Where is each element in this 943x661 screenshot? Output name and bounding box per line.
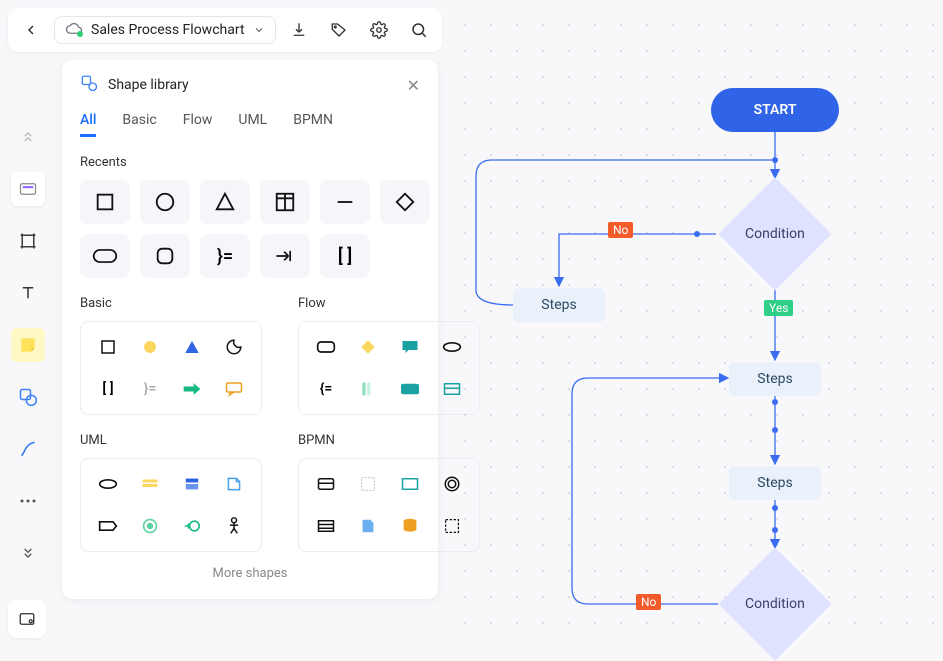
bpmn-data-store[interactable] xyxy=(393,511,427,541)
uml-join[interactable] xyxy=(175,511,209,541)
basic-predefined[interactable]: }= xyxy=(133,374,167,404)
basic-crescent[interactable] xyxy=(217,332,251,362)
flow-document[interactable] xyxy=(351,374,385,404)
basic-brackets[interactable]: [ ] xyxy=(91,374,125,404)
back-button[interactable] xyxy=(14,13,48,47)
shape-library-title: Shape library xyxy=(108,77,189,93)
collapse-up-icon[interactable] xyxy=(11,120,45,154)
basic-arrow-filled[interactable] xyxy=(175,374,209,404)
cloud-sync-icon xyxy=(65,21,83,39)
node-start-label: START xyxy=(754,102,797,118)
edge-label-yes: Yes xyxy=(764,300,793,316)
node-condition-1-label: Condition xyxy=(745,226,805,242)
shape-arrow[interactable] xyxy=(260,234,310,278)
node-steps-1[interactable]: Steps xyxy=(729,362,821,396)
tab-flow[interactable]: Flow xyxy=(183,112,213,137)
settings-button[interactable] xyxy=(362,13,396,47)
shape-diamond[interactable] xyxy=(380,180,430,224)
chevron-down-icon xyxy=(253,24,265,36)
left-toolbar xyxy=(8,120,48,570)
uml-port[interactable] xyxy=(133,511,167,541)
download-button[interactable] xyxy=(282,13,316,47)
flow-data[interactable] xyxy=(393,374,427,404)
edge-label-no-2: No xyxy=(636,594,661,610)
shape-tabs: All Basic Flow UML BPMN xyxy=(80,112,420,137)
close-panel-button[interactable]: ✕ xyxy=(407,76,420,95)
basic-square[interactable] xyxy=(91,332,125,362)
flow-process[interactable] xyxy=(309,332,343,362)
recents-grid: }= [ ] xyxy=(80,180,420,278)
uml-usecase[interactable] xyxy=(91,469,125,499)
basic-circle-filled[interactable] xyxy=(133,332,167,362)
document-title-text: Sales Process Flowchart xyxy=(91,22,245,38)
tag-button[interactable] xyxy=(322,13,356,47)
bpmn-task[interactable] xyxy=(309,469,343,499)
shape-library-panel: Shape library ✕ All Basic Flow UML BPMN … xyxy=(62,60,438,599)
uml-class[interactable] xyxy=(175,469,209,499)
basic-callout[interactable] xyxy=(217,374,251,404)
more-shapes-link[interactable]: More shapes xyxy=(80,566,420,581)
node-start[interactable]: START xyxy=(711,88,839,132)
shape-stadium[interactable] xyxy=(80,234,130,278)
sticky-note-tool[interactable] xyxy=(11,328,45,362)
connector-tool[interactable] xyxy=(11,432,45,466)
document-title-dropdown[interactable]: Sales Process Flowchart xyxy=(54,16,276,44)
shape-library-icon xyxy=(80,74,98,96)
uml-send[interactable] xyxy=(91,511,125,541)
bpmn-lane[interactable] xyxy=(309,511,343,541)
shape-triangle[interactable] xyxy=(200,180,250,224)
node-steps-left[interactable]: Steps xyxy=(513,288,605,322)
uml-grid xyxy=(80,458,262,552)
bpmn-pool[interactable] xyxy=(393,469,427,499)
basic-grid: [ ] }= xyxy=(80,321,262,415)
flowchart-canvas[interactable]: START Condition Steps Steps Steps Condit… xyxy=(440,0,943,646)
frame-tool[interactable] xyxy=(11,224,45,258)
flow-bracket-left[interactable]: {= xyxy=(309,374,343,404)
search-button[interactable] xyxy=(402,13,436,47)
shape-predefined[interactable]: }= xyxy=(200,234,250,278)
more-tools[interactable] xyxy=(11,484,45,518)
node-condition-2-label: Condition xyxy=(745,596,805,612)
tab-basic[interactable]: Basic xyxy=(122,112,156,137)
shape-circle[interactable] xyxy=(140,180,190,224)
shape-table[interactable] xyxy=(260,180,310,224)
bpmn-subprocess[interactable] xyxy=(351,469,385,499)
uml-label: UML xyxy=(80,433,262,448)
uml-interface[interactable] xyxy=(133,469,167,499)
shapes-tool[interactable] xyxy=(11,380,45,414)
basic-triangle-filled[interactable] xyxy=(175,332,209,362)
uml-actor[interactable] xyxy=(217,511,251,541)
flow-decision[interactable] xyxy=(351,332,385,362)
uml-note[interactable] xyxy=(217,469,251,499)
minimap-button[interactable] xyxy=(8,600,46,638)
tab-uml[interactable]: UML xyxy=(238,112,267,137)
flowchart-edges xyxy=(440,0,943,646)
shape-rounded-square[interactable] xyxy=(140,234,190,278)
shape-brackets[interactable]: [ ] xyxy=(320,234,370,278)
node-steps-1-label: Steps xyxy=(757,371,792,387)
text-tool[interactable] xyxy=(11,276,45,310)
tab-all[interactable]: All xyxy=(80,112,96,137)
node-steps-left-label: Steps xyxy=(541,297,576,313)
flow-comment[interactable] xyxy=(393,332,427,362)
topbar: Sales Process Flowchart xyxy=(8,8,442,52)
basic-label: Basic xyxy=(80,296,262,311)
shape-square[interactable] xyxy=(80,180,130,224)
page-tool[interactable] xyxy=(11,172,45,206)
bpmn-data-object[interactable] xyxy=(351,511,385,541)
shape-line[interactable] xyxy=(320,180,370,224)
tab-bpmn[interactable]: BPMN xyxy=(293,112,333,137)
edge-label-no-1: No xyxy=(608,222,633,238)
node-steps-2-label: Steps xyxy=(757,475,792,491)
node-steps-2[interactable]: Steps xyxy=(729,466,821,500)
collapse-down-icon[interactable] xyxy=(11,536,45,570)
recents-label: Recents xyxy=(80,155,420,170)
